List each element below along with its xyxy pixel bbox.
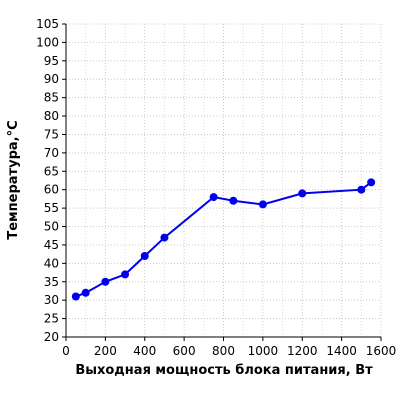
y-tick-label: 70 bbox=[44, 146, 59, 160]
y-tick-label: 85 bbox=[44, 91, 59, 105]
data-point bbox=[367, 178, 376, 187]
data-point bbox=[140, 251, 149, 260]
x-tick-label: 200 bbox=[94, 344, 117, 358]
y-tick-label: 105 bbox=[36, 17, 59, 31]
y-tick-label: 75 bbox=[44, 127, 59, 141]
data-point bbox=[258, 200, 267, 209]
y-tick-label: 95 bbox=[44, 54, 59, 68]
y-axis-label: Температура,°C bbox=[6, 120, 21, 239]
series bbox=[71, 178, 376, 301]
y-tick-label: 40 bbox=[44, 256, 59, 270]
y-tick-label: 50 bbox=[44, 220, 59, 234]
y-tick-label: 90 bbox=[44, 72, 59, 86]
y-tick-label: 20 bbox=[44, 330, 59, 344]
y-tick-label: 80 bbox=[44, 109, 59, 123]
data-point bbox=[81, 288, 90, 297]
data-point bbox=[209, 193, 218, 202]
x-axis-ticks: 0 200 400 600 800 1000 1200 1400 1600 bbox=[62, 337, 396, 358]
data-point bbox=[101, 277, 110, 286]
data-point bbox=[357, 185, 366, 194]
grid bbox=[65, 23, 382, 338]
y-tick-label: 25 bbox=[44, 312, 59, 326]
y-tick-label: 100 bbox=[36, 35, 59, 49]
x-tick-label: 400 bbox=[133, 344, 156, 358]
y-tick-label: 55 bbox=[44, 201, 59, 215]
x-axis-label: Выходная мощность блока питания, Вт bbox=[75, 363, 373, 378]
x-tick-label: 800 bbox=[212, 344, 235, 358]
x-tick-label: 600 bbox=[173, 344, 196, 358]
data-point bbox=[71, 292, 80, 301]
x-tick-label: 1400 bbox=[326, 344, 357, 358]
data-point bbox=[160, 233, 169, 242]
y-tick-label: 65 bbox=[44, 164, 59, 178]
x-tick-label: 1200 bbox=[287, 344, 318, 358]
y-tick-label: 60 bbox=[44, 183, 59, 197]
y-axis-ticks: 20 25 30 35 40 45 50 55 60 65 70 75 80 85 90 95 100 105 bbox=[36, 17, 66, 344]
data-point bbox=[121, 270, 130, 279]
x-tick-label: 1600 bbox=[366, 344, 397, 358]
y-tick-label: 35 bbox=[44, 275, 59, 289]
x-tick-label: 0 bbox=[62, 344, 70, 358]
data-point bbox=[298, 189, 307, 198]
y-tick-label: 30 bbox=[44, 293, 59, 307]
data-point bbox=[229, 196, 238, 205]
x-tick-label: 1000 bbox=[248, 344, 279, 358]
y-tick-label: 45 bbox=[44, 238, 59, 252]
